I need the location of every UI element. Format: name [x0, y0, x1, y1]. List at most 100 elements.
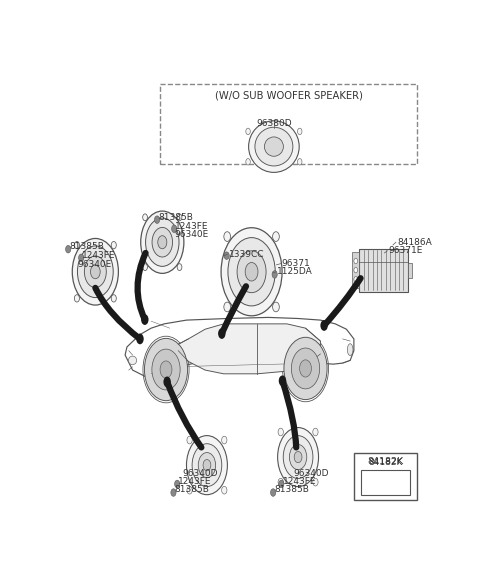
Ellipse shape: [245, 263, 258, 281]
Circle shape: [246, 159, 250, 165]
Text: 96340E: 96340E: [78, 260, 112, 269]
Circle shape: [218, 328, 226, 339]
Text: 96340D: 96340D: [183, 469, 218, 478]
Text: 1339CC: 1339CC: [228, 250, 264, 258]
Circle shape: [313, 428, 318, 436]
Text: 96371: 96371: [281, 259, 310, 268]
Circle shape: [175, 480, 180, 488]
Polygon shape: [125, 318, 354, 377]
Ellipse shape: [145, 218, 179, 267]
Circle shape: [177, 214, 182, 221]
Text: 96380D: 96380D: [256, 120, 292, 128]
Text: 81385B: 81385B: [175, 485, 209, 494]
Ellipse shape: [152, 227, 172, 257]
Text: 96371E: 96371E: [388, 246, 422, 255]
Circle shape: [273, 302, 279, 312]
Ellipse shape: [158, 236, 167, 248]
Ellipse shape: [141, 211, 184, 273]
Ellipse shape: [192, 444, 222, 486]
Circle shape: [111, 241, 116, 249]
Ellipse shape: [289, 445, 307, 469]
Text: 81385B: 81385B: [70, 242, 105, 251]
Circle shape: [224, 231, 230, 241]
Circle shape: [187, 486, 192, 494]
Text: 84182K: 84182K: [367, 457, 404, 466]
Text: 96340D: 96340D: [294, 469, 329, 478]
Circle shape: [141, 314, 148, 325]
Circle shape: [155, 216, 160, 223]
Circle shape: [111, 295, 116, 302]
Bar: [360, 248, 408, 292]
Circle shape: [272, 271, 277, 278]
Circle shape: [321, 320, 328, 331]
Circle shape: [298, 128, 302, 135]
Circle shape: [354, 277, 358, 282]
Circle shape: [172, 225, 177, 233]
Ellipse shape: [348, 344, 353, 356]
Ellipse shape: [228, 237, 275, 306]
Ellipse shape: [84, 256, 106, 288]
Circle shape: [246, 128, 250, 135]
Circle shape: [354, 267, 358, 273]
Bar: [352, 252, 360, 288]
Circle shape: [187, 436, 192, 444]
Ellipse shape: [255, 127, 293, 166]
Circle shape: [224, 302, 230, 312]
Polygon shape: [178, 324, 321, 374]
Circle shape: [313, 478, 318, 486]
Ellipse shape: [277, 428, 319, 486]
Text: 96340E: 96340E: [175, 230, 209, 239]
Text: 81385B: 81385B: [274, 485, 309, 494]
Circle shape: [354, 258, 358, 264]
Ellipse shape: [237, 251, 266, 292]
Circle shape: [291, 348, 320, 389]
Ellipse shape: [198, 452, 216, 478]
Ellipse shape: [294, 451, 302, 463]
Circle shape: [74, 295, 80, 302]
Ellipse shape: [221, 228, 282, 316]
Ellipse shape: [91, 265, 100, 279]
Circle shape: [298, 159, 302, 165]
Circle shape: [279, 480, 284, 488]
Circle shape: [136, 333, 144, 345]
Circle shape: [66, 246, 71, 253]
Circle shape: [163, 377, 171, 387]
Circle shape: [300, 360, 312, 377]
Text: 84186A: 84186A: [397, 238, 432, 247]
Circle shape: [144, 338, 188, 401]
Circle shape: [222, 486, 227, 494]
Circle shape: [143, 264, 147, 271]
Ellipse shape: [203, 459, 211, 471]
Ellipse shape: [72, 239, 119, 305]
Circle shape: [224, 252, 229, 260]
Ellipse shape: [129, 356, 137, 364]
Text: 1243FE: 1243FE: [178, 477, 212, 486]
Text: 1125DA: 1125DA: [277, 267, 312, 276]
Circle shape: [152, 349, 180, 390]
Text: 81385B: 81385B: [158, 213, 193, 222]
Text: 1243FE: 1243FE: [175, 222, 208, 231]
Circle shape: [273, 231, 279, 241]
Ellipse shape: [283, 435, 313, 479]
Text: (W/O SUB WOOFER SPEAKER): (W/O SUB WOOFER SPEAKER): [215, 90, 363, 100]
Ellipse shape: [186, 435, 228, 495]
Circle shape: [177, 264, 182, 271]
Text: 1243FE: 1243FE: [282, 477, 316, 486]
Circle shape: [74, 241, 80, 249]
Bar: [354, 453, 417, 500]
Ellipse shape: [77, 246, 113, 298]
Circle shape: [79, 254, 84, 261]
Bar: [361, 470, 409, 495]
Circle shape: [279, 376, 286, 386]
Circle shape: [160, 361, 172, 378]
Circle shape: [284, 338, 327, 400]
Text: 84182K: 84182K: [368, 458, 403, 467]
Circle shape: [278, 428, 283, 436]
Circle shape: [171, 489, 176, 496]
Bar: [408, 263, 412, 278]
Circle shape: [278, 478, 283, 486]
Circle shape: [271, 489, 276, 496]
Circle shape: [143, 214, 147, 221]
Text: 1243FE: 1243FE: [83, 251, 116, 260]
Circle shape: [222, 436, 227, 444]
